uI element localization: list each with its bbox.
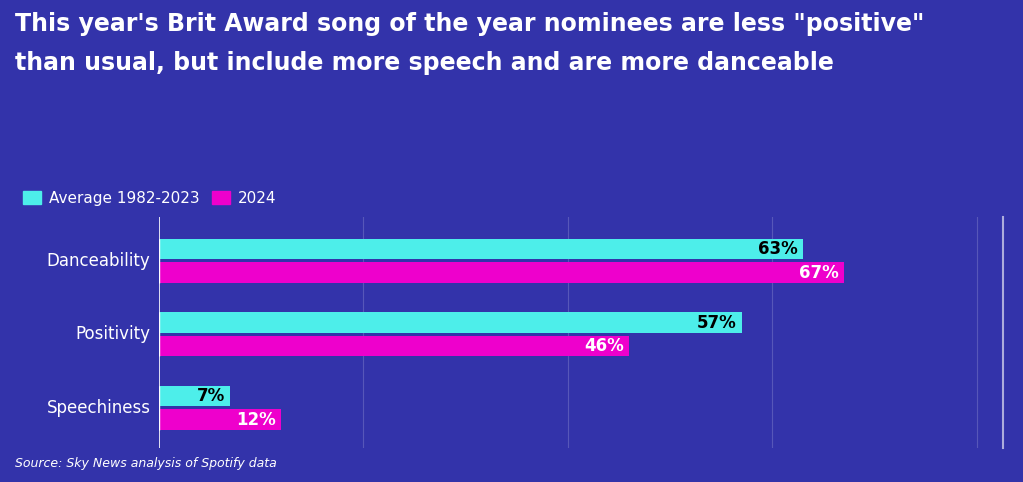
Text: 63%: 63% bbox=[758, 240, 798, 258]
Text: than usual, but include more speech and are more danceable: than usual, but include more speech and … bbox=[15, 51, 834, 75]
Legend: Average 1982-2023, 2024: Average 1982-2023, 2024 bbox=[23, 191, 276, 206]
Text: 57%: 57% bbox=[697, 314, 737, 332]
Text: 12%: 12% bbox=[236, 411, 276, 428]
Bar bbox=[159, 409, 281, 430]
Bar bbox=[159, 262, 844, 283]
Text: Positivity: Positivity bbox=[76, 325, 150, 343]
Text: Danceability: Danceability bbox=[47, 252, 150, 270]
Text: 46%: 46% bbox=[584, 337, 624, 355]
Text: This year's Brit Award song of the year nominees are less "positive": This year's Brit Award song of the year … bbox=[15, 12, 925, 36]
Bar bbox=[159, 336, 629, 357]
Text: 67%: 67% bbox=[799, 264, 839, 281]
Bar bbox=[159, 386, 230, 406]
Text: Source: Sky News analysis of Spotify data: Source: Sky News analysis of Spotify dat… bbox=[15, 457, 277, 470]
Text: 7%: 7% bbox=[196, 387, 225, 405]
Text: Speechiness: Speechiness bbox=[46, 399, 150, 417]
Bar bbox=[159, 312, 742, 333]
Bar bbox=[159, 239, 803, 259]
